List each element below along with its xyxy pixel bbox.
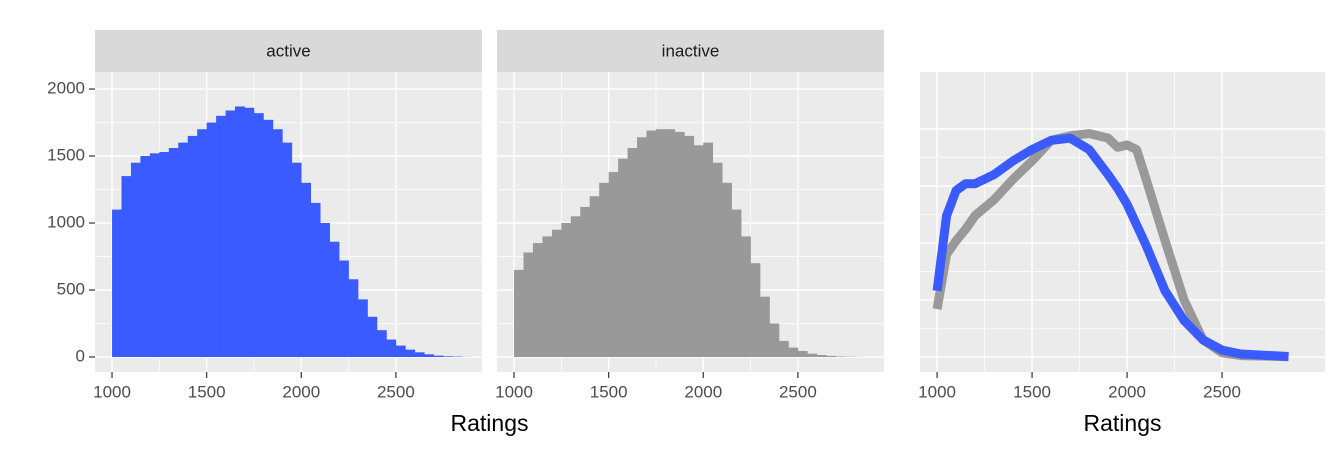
histogram-bar: [807, 353, 818, 357]
x-tick-label: 1000: [918, 382, 956, 401]
histogram-bar: [760, 296, 770, 357]
histogram-bar: [599, 182, 609, 357]
histogram-bar: [637, 137, 647, 357]
histogram-bar: [178, 142, 189, 357]
histogram-bar: [168, 147, 179, 357]
histogram-bar: [627, 147, 638, 357]
x-tick-label: 1000: [495, 382, 533, 401]
histogram-bar: [589, 196, 600, 357]
histogram-bar: [580, 206, 591, 357]
x-tick-label: 1500: [188, 382, 226, 401]
histogram-bar: [376, 330, 387, 357]
histogram-bar: [329, 241, 340, 357]
histogram-bar: [778, 340, 789, 357]
histogram-bar: [646, 130, 657, 357]
x-axis-title: Ratings: [451, 410, 529, 436]
histogram-bar: [263, 119, 274, 357]
histogram-bar: [532, 243, 543, 357]
histogram-bar: [424, 354, 435, 357]
histogram-bar: [395, 345, 406, 357]
histogram-bar: [291, 162, 302, 357]
histogram-bar: [433, 355, 444, 357]
histogram-bar: [367, 316, 378, 357]
histogram-bar: [523, 252, 534, 357]
x-tick-label: 2000: [1108, 382, 1146, 401]
histogram-bar: [187, 135, 198, 357]
x-tick-label: 1500: [590, 382, 628, 401]
histogram-bar: [816, 354, 827, 357]
histogram-bar: [348, 279, 359, 357]
histogram-bar: [235, 106, 245, 357]
y-tick-label: 2000: [47, 79, 85, 98]
facet-label: active: [266, 41, 310, 60]
histogram-bar: [551, 229, 562, 357]
histogram-bar: [121, 176, 132, 357]
histogram-bar: [112, 209, 122, 357]
histogram-bar: [386, 339, 397, 357]
histogram-bar: [149, 153, 160, 357]
histogram-bar: [320, 223, 330, 357]
histogram-bar: [693, 145, 704, 357]
histogram-bar: [443, 356, 453, 357]
y-tick-label: 0: [76, 346, 85, 365]
histogram-bar: [197, 129, 207, 357]
histogram-bar: [826, 355, 837, 357]
histogram-bar: [282, 142, 293, 357]
histogram-bar: [731, 209, 742, 357]
histogram-bar: [339, 260, 349, 357]
histogram-bar: [310, 202, 321, 357]
histogram-bar: [159, 151, 170, 357]
histogram-bar: [216, 115, 226, 357]
histogram-bar: [769, 323, 780, 357]
histogram-bar: [358, 299, 368, 357]
x-axis-title: Ratings: [1084, 410, 1162, 436]
histogram-bar: [301, 182, 312, 357]
histogram-bar: [712, 162, 723, 357]
histogram-bar: [414, 352, 425, 357]
histogram-bar: [835, 356, 846, 357]
x-tick-label: 2500: [1203, 382, 1241, 401]
histogram-bar: [542, 236, 553, 357]
histogram-bar: [405, 349, 416, 357]
histogram-bar: [674, 131, 685, 357]
histogram-bar: [618, 158, 628, 357]
panel-background: [920, 72, 1325, 372]
y-tick-label: 500: [57, 279, 85, 298]
x-tick-label: 1500: [1013, 382, 1051, 401]
histogram-bar: [561, 223, 572, 357]
histogram-bar: [140, 156, 151, 357]
histogram-bar: [741, 236, 751, 357]
facet-label: inactive: [662, 41, 720, 60]
x-tick-label: 2500: [377, 382, 415, 401]
density-line: [932, 129, 1289, 362]
histogram-bar: [225, 110, 236, 357]
histogram-bar: [684, 135, 695, 357]
histogram-bar: [253, 113, 264, 357]
histogram-bar: [206, 122, 217, 357]
x-tick-label: 2000: [282, 382, 320, 401]
x-tick-label: 2000: [684, 382, 722, 401]
x-tick-label: 1000: [93, 382, 131, 401]
histogram-bar: [665, 129, 676, 357]
histogram-bar: [750, 263, 761, 357]
y-tick-label: 1000: [47, 212, 85, 231]
facet-strip: [95, 30, 482, 72]
histogram-bar: [272, 129, 283, 357]
histogram-bar: [655, 129, 666, 357]
facet-strip: [497, 30, 884, 72]
histogram-bar: [788, 347, 799, 357]
histogram-bar: [570, 216, 581, 357]
density-line: [932, 133, 1289, 361]
x-tick-label: 2500: [779, 382, 817, 401]
histogram-bar: [514, 269, 524, 357]
histogram-bar: [797, 350, 808, 357]
histogram-bar: [703, 142, 714, 357]
histogram-bar: [244, 107, 255, 357]
histogram-bar: [608, 172, 619, 357]
histogram-bar: [130, 162, 141, 357]
histogram-bar: [722, 182, 732, 357]
y-tick-label: 1500: [47, 145, 85, 164]
